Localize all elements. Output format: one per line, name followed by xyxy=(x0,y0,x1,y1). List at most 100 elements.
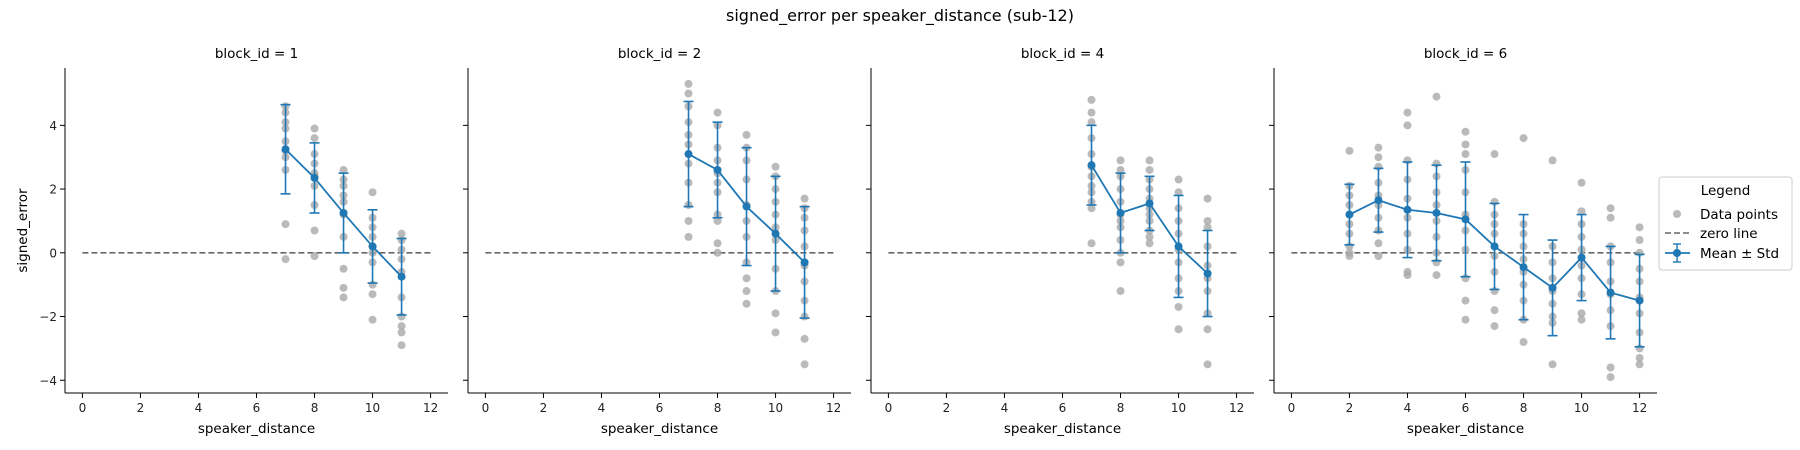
panel-title: block_id = 6 xyxy=(1424,46,1507,62)
x-tick-label: 10 xyxy=(768,401,783,415)
x-tick-label: 6 xyxy=(1462,401,1470,415)
data-point xyxy=(1345,251,1354,260)
y-tick-label: 2 xyxy=(49,183,57,197)
x-tick-label: 2 xyxy=(1346,401,1354,415)
data-point xyxy=(1145,165,1154,174)
mean-marker xyxy=(1374,196,1383,205)
panel-1: block_id = 1 0 2 4 6 8 10 12 speaker_distance −4 −… xyxy=(15,46,448,437)
data-point xyxy=(1606,213,1615,222)
mean-marker xyxy=(1087,161,1096,170)
data-point xyxy=(1087,204,1096,213)
x-tick-label: 12 xyxy=(1632,401,1647,415)
data-point xyxy=(368,290,377,299)
data-point xyxy=(368,188,377,197)
data-point xyxy=(713,248,722,257)
data-point xyxy=(684,89,693,98)
x-axis-label: speaker_distance xyxy=(1407,421,1524,437)
mean-marker xyxy=(1203,269,1212,278)
data-point xyxy=(310,226,319,235)
data-point xyxy=(1403,121,1412,130)
data-point xyxy=(1203,223,1212,232)
data-point xyxy=(1606,363,1615,372)
data-point xyxy=(1403,108,1412,117)
x-tick-label: 0 xyxy=(482,401,490,415)
mean-marker xyxy=(397,272,406,281)
data-point xyxy=(1087,95,1096,104)
data-point xyxy=(1374,143,1383,152)
mean-marker xyxy=(684,150,693,159)
panel-title: block_id = 2 xyxy=(618,46,701,62)
x-tick-label: 8 xyxy=(1117,401,1125,415)
data-point xyxy=(684,79,693,88)
data-point xyxy=(281,220,290,229)
data-point xyxy=(1374,153,1383,162)
data-point xyxy=(1577,309,1586,318)
x-tick-label: 6 xyxy=(1059,401,1067,415)
data-point xyxy=(1461,296,1470,305)
data-point xyxy=(339,165,348,174)
data-point xyxy=(771,162,780,171)
x-tick-label: 4 xyxy=(1404,401,1412,415)
x-tick-label: 8 xyxy=(1520,401,1528,415)
x-tick-label: 6 xyxy=(656,401,664,415)
data-point xyxy=(310,124,319,133)
x-tick-label: 4 xyxy=(195,401,203,415)
data-point xyxy=(1519,338,1528,347)
legend-label-points: Data points xyxy=(1700,207,1778,223)
data-point xyxy=(1490,322,1499,331)
x-tick-label: 4 xyxy=(1001,401,1009,415)
mean-marker xyxy=(1519,263,1528,272)
mean-marker xyxy=(742,202,751,211)
data-point xyxy=(1519,134,1528,143)
data-point xyxy=(1606,204,1615,213)
mean-marker xyxy=(281,145,290,154)
y-tick-label: −4 xyxy=(39,374,57,388)
data-point xyxy=(397,328,406,337)
data-point xyxy=(1548,156,1557,165)
mean-marker xyxy=(1403,205,1412,214)
data-point xyxy=(742,130,751,139)
data-point xyxy=(1145,232,1154,241)
data-point xyxy=(1374,251,1383,260)
data-point xyxy=(1174,302,1183,311)
data-point xyxy=(800,194,809,203)
data-point xyxy=(1577,178,1586,187)
data-point xyxy=(800,334,809,343)
panel-3: block_id = 4 0 2 4 6 8 10 12 speaker_distance xyxy=(866,46,1254,437)
legend-box xyxy=(1658,176,1793,271)
data-point xyxy=(1203,216,1212,225)
y-tick-label: −2 xyxy=(39,310,57,324)
panel-2: block_id = 2 0 2 4 6 8 10 12 speaker_distance xyxy=(463,46,851,437)
data-point xyxy=(713,216,722,225)
x-tick-label: 8 xyxy=(714,401,722,415)
x-tick-label: 10 xyxy=(1171,401,1186,415)
data-point xyxy=(1461,150,1470,159)
mean-marker xyxy=(1548,283,1557,292)
mean-marker xyxy=(771,229,780,238)
x-tick-label: 10 xyxy=(1574,401,1589,415)
data-point xyxy=(771,309,780,318)
data-point xyxy=(1461,140,1470,149)
data-point xyxy=(397,322,406,331)
data-point xyxy=(1577,207,1586,216)
legend-marker-points xyxy=(1673,210,1681,218)
data-point xyxy=(1548,360,1557,369)
mean-marker xyxy=(713,165,722,174)
data-point xyxy=(1577,315,1586,324)
legend: Legend Data points zero line Mean ± Std xyxy=(1658,176,1793,271)
data-point xyxy=(1174,175,1183,184)
mean-marker xyxy=(1174,242,1183,251)
panel-title: block_id = 4 xyxy=(1021,46,1104,62)
data-point xyxy=(339,264,348,273)
data-point xyxy=(1203,325,1212,334)
x-axis-label: speaker_distance xyxy=(198,421,315,437)
y-tick-label: 4 xyxy=(49,119,57,133)
data-point xyxy=(368,315,377,324)
mean-marker xyxy=(1145,199,1154,208)
x-tick-label: 4 xyxy=(598,401,606,415)
x-tick-label: 6 xyxy=(253,401,261,415)
data-point xyxy=(339,293,348,302)
data-point xyxy=(1432,92,1441,101)
data-point xyxy=(1403,271,1412,280)
